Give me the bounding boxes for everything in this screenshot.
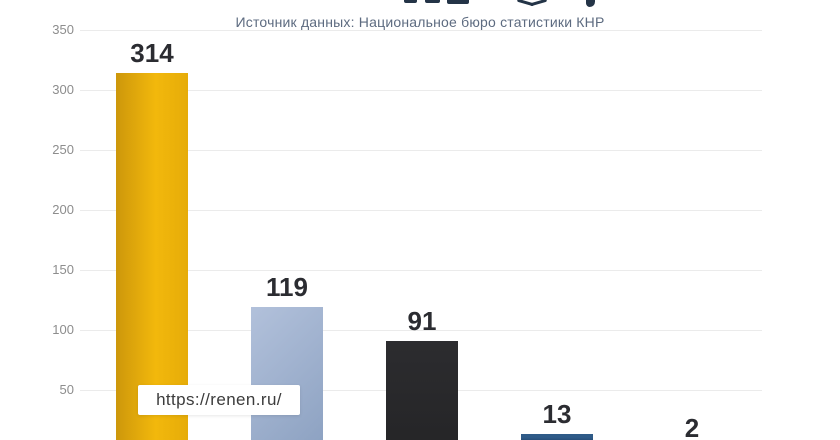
y-tick-label: 150 — [52, 262, 74, 277]
y-tick-label: 250 — [52, 142, 74, 157]
y-tick-label: 200 — [52, 202, 74, 217]
bar — [251, 307, 323, 440]
y-tick-label: 100 — [52, 322, 74, 337]
bar-value-label: 2 — [684, 412, 700, 440]
title-fragment — [447, 0, 469, 4]
y-tick-label: 300 — [52, 82, 74, 97]
watermark-link[interactable]: https://renen.ru/ — [138, 385, 300, 415]
gridline — [80, 90, 762, 91]
gridline — [80, 30, 762, 31]
bar-value-label: 119 — [266, 272, 308, 303]
bar — [386, 340, 458, 440]
y-tick-label: 350 — [52, 22, 74, 37]
bar-value-label: 314 — [130, 38, 174, 69]
watermark-url-text: https://renen.ru/ — [156, 390, 282, 409]
chart-subtitle: Источник данных: Национальное бюро стати… — [235, 14, 605, 30]
chart-title-clipped — [0, 0, 840, 8]
bar-value-label: 91 — [407, 305, 437, 336]
y-tick-label: 50 — [59, 382, 74, 397]
bar-value-label: 13 — [542, 399, 572, 430]
gridline — [80, 210, 762, 211]
gridline — [80, 150, 762, 151]
title-fragment — [586, 0, 595, 7]
bar — [521, 434, 593, 440]
title-fragment — [404, 0, 417, 3]
title-fragment — [425, 0, 440, 3]
bar — [116, 73, 188, 440]
gridline — [80, 330, 762, 331]
gridline — [80, 270, 762, 271]
